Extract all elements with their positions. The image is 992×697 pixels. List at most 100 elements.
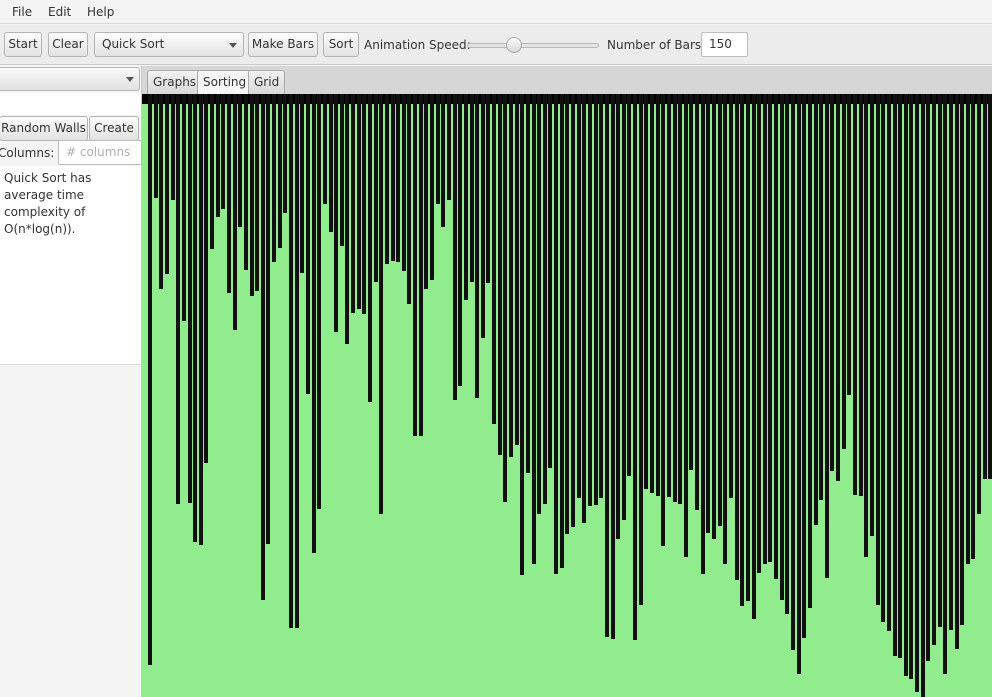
sort-bar: [740, 94, 745, 606]
sort-bar: [463, 94, 468, 300]
make-bars-button[interactable]: Make Bars: [248, 32, 318, 57]
sort-bar: [215, 94, 220, 217]
sort-bar: [728, 94, 733, 498]
sort-bar: [745, 94, 750, 601]
animation-speed-slider-thumb[interactable]: [506, 37, 522, 53]
sort-bar: [514, 94, 519, 445]
random-walls-button[interactable]: Random Walls: [0, 116, 88, 141]
sort-bar: [238, 94, 243, 227]
sort-bar: [751, 94, 756, 619]
sort-bar: [932, 94, 936, 645]
sort-bar: [328, 94, 333, 232]
sort-bar: [807, 94, 812, 608]
sort-bar: [717, 94, 722, 526]
sort-bar: [531, 94, 536, 564]
sort-bar: [774, 94, 778, 579]
sort-bar: [294, 94, 299, 628]
sort-bar: [757, 94, 762, 573]
sort-bar: [909, 94, 914, 679]
sort-bar: [317, 94, 322, 509]
sort-bar: [266, 94, 271, 544]
left-panel-select[interactable]: [0, 67, 140, 91]
sort-bar: [587, 94, 592, 506]
sort-bar: [227, 94, 231, 293]
number-of-bars-input[interactable]: 150: [701, 32, 748, 57]
sort-bar: [700, 94, 705, 574]
sort-bar: [283, 94, 288, 213]
sort-bar: [926, 94, 931, 661]
menu-help[interactable]: Help: [87, 5, 115, 19]
sort-bar: [621, 94, 626, 520]
algorithm-select[interactable]: Quick Sort: [94, 32, 244, 57]
menu-edit[interactable]: Edit: [48, 5, 72, 19]
sort-bar: [920, 94, 925, 697]
columns-input[interactable]: # columns: [58, 140, 142, 165]
sort-bar: [542, 94, 547, 504]
sort-bar: [779, 94, 784, 600]
sort-bar: [458, 94, 463, 386]
sort-bar: [176, 94, 181, 504]
sort-bar: [977, 94, 982, 514]
sort-bar: [548, 94, 553, 468]
sort-bar: [898, 94, 903, 658]
left-panel: Random Walls Create Columns: # columns Q…: [0, 66, 142, 697]
sort-bar: [193, 94, 198, 542]
sort-bar: [351, 94, 355, 313]
tab-graphs[interactable]: Graphs: [147, 70, 203, 94]
clear-button[interactable]: Clear: [48, 32, 88, 57]
sort-bar: [582, 94, 587, 523]
sort-bar: [695, 94, 700, 510]
animation-speed-label: Animation Speed:: [364, 38, 471, 52]
tab-grid[interactable]: Grid: [248, 70, 286, 94]
menu-file[interactable]: File: [12, 5, 33, 19]
sort-bar: [892, 94, 897, 656]
sort-bar: [785, 94, 790, 614]
sort-bar: [813, 94, 818, 525]
start-button[interactable]: Start: [4, 32, 42, 57]
algorithm-selected-value: Quick Sort: [102, 37, 165, 51]
sort-bar: [210, 94, 214, 249]
columns-label: Columns:: [0, 146, 55, 160]
sort-bar: [305, 94, 310, 394]
sort-bar: [672, 94, 677, 502]
sort-bar: [170, 94, 175, 200]
sort-bar: [159, 94, 164, 289]
sort-bar: [396, 94, 401, 262]
tab-bar: Graphs Sorting Grid: [142, 66, 992, 94]
tab-sorting[interactable]: Sorting: [197, 70, 253, 94]
sort-bar: [915, 94, 919, 692]
sort-bar: [858, 94, 863, 496]
chevron-down-icon: [229, 43, 237, 48]
sort-bar: [289, 94, 293, 628]
sort-bar: [841, 94, 846, 449]
sort-bar: [650, 94, 654, 493]
sort-bar: [689, 94, 694, 470]
sort-bar: [796, 94, 801, 674]
sort-bar: [187, 94, 192, 503]
sort-bar: [847, 94, 852, 395]
sort-bar: [243, 94, 248, 270]
sort-bar: [322, 94, 327, 204]
sort-bar: [824, 94, 829, 578]
sort-bar: [413, 94, 418, 436]
sort-bar: [869, 94, 874, 536]
sort-bar: [723, 94, 728, 564]
sort-bar: [610, 94, 615, 639]
sort-bar: [232, 94, 237, 330]
sort-bar: [638, 94, 643, 605]
sort-bar: [153, 94, 158, 198]
menu-bar: File Edit Help: [0, 0, 992, 24]
animation-speed-slider[interactable]: [467, 43, 599, 48]
sort-button[interactable]: Sort: [323, 32, 359, 57]
sort-bar: [430, 94, 434, 280]
sort-bar: [272, 94, 277, 262]
sort-bar: [576, 94, 581, 498]
sort-bar: [198, 94, 203, 545]
sort-bar: [571, 94, 575, 527]
toolbar: Start Clear Quick Sort Make Bars Sort An…: [0, 25, 992, 65]
left-panel-blank-area: [0, 93, 141, 115]
create-button[interactable]: Create: [89, 116, 139, 141]
sort-bar: [875, 94, 880, 605]
sort-bar: [943, 94, 948, 674]
sort-bar: [480, 94, 485, 338]
